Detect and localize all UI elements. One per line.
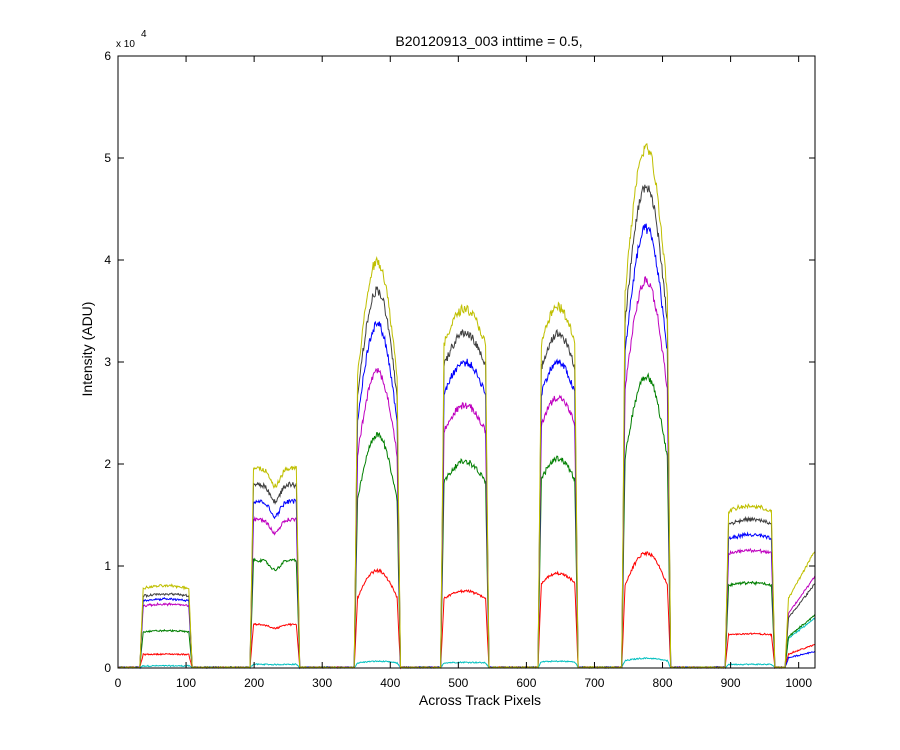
x-axis: 0 100 200 300 400 500 600 700 800 900 1000 [115, 56, 812, 690]
x-tick-label: 100 [176, 676, 196, 690]
series-line-7 [117, 617, 816, 669]
series-line-2 [117, 184, 816, 670]
x-tick-label: 800 [653, 676, 673, 690]
y-axis: 0 1 2 3 4 5 6 [104, 49, 815, 675]
plot-area [117, 143, 816, 670]
y-tick-label: 2 [104, 457, 111, 471]
x-tick-label: 200 [244, 676, 264, 690]
series-line-1 [117, 143, 816, 670]
y-tick-label: 0 [104, 661, 111, 675]
x-tick-label: 300 [312, 676, 332, 690]
y-tick-label: 4 [104, 253, 111, 267]
y-tick-label: 1 [104, 559, 111, 573]
y-tick-label: 3 [104, 355, 111, 369]
x-tick-label: 1000 [785, 676, 812, 690]
series-line-3 [117, 223, 816, 670]
x-tick-label: 700 [584, 676, 604, 690]
x-tick-label: 400 [380, 676, 400, 690]
series-line-5 [117, 372, 816, 669]
y-multiplier-exponent: 4 [141, 29, 147, 40]
x-tick-label: 500 [448, 676, 468, 690]
x-tick-label: 900 [721, 676, 741, 690]
chart-title: B20120913_003 inttime = 0.5, [395, 33, 582, 49]
x-tick-label: 0 [115, 676, 122, 690]
y-tick-label: 5 [104, 151, 111, 165]
y-tick-label: 6 [104, 49, 111, 63]
y-axis-label: Intensity (ADU) [79, 302, 95, 397]
x-tick-label: 600 [516, 676, 536, 690]
x-axis-label: Across Track Pixels [419, 692, 541, 708]
series-line-6 [117, 551, 816, 670]
y-multiplier-prefix: x 10 [116, 39, 135, 50]
